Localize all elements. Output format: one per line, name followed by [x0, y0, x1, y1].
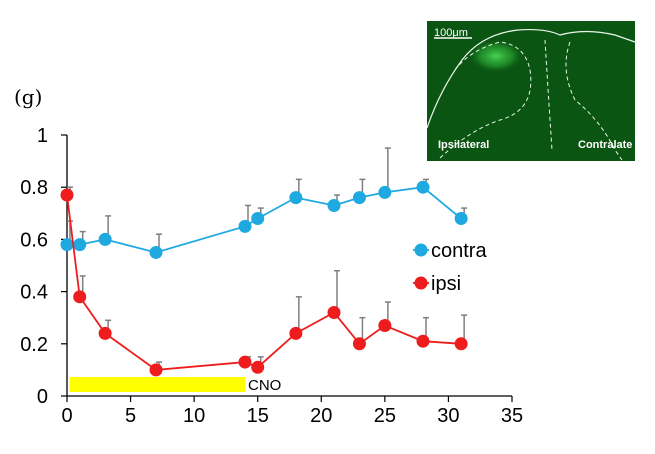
- series-ipsi: [60, 186, 468, 377]
- ipsi-point: [98, 326, 112, 340]
- y-tick-label: 0.2: [20, 334, 48, 356]
- legend-label: ipsi: [431, 273, 461, 295]
- axis-ticks: 0 5 10 15 20 25 30 35 0 0.2 0.4 0.6 0.8 1: [20, 125, 523, 427]
- x-tick-label: 5: [125, 405, 136, 427]
- contra-point: [289, 191, 303, 205]
- y-tick-label: 1: [37, 125, 48, 147]
- series-contra: [60, 147, 468, 259]
- cno-bar: [69, 377, 246, 392]
- contra-point: [60, 238, 74, 252]
- ipsi-point: [73, 290, 87, 304]
- ipsi-point: [60, 188, 74, 202]
- inset-background: [427, 21, 635, 161]
- inset-image: 100μm Ipsilateral Contralate: [426, 21, 636, 161]
- inset-outline: [426, 28, 636, 129]
- legend-marker: [414, 243, 428, 257]
- contra-point: [454, 212, 468, 226]
- cno-label: CNO: [248, 377, 281, 394]
- inset-right-label: Contralate: [578, 139, 632, 151]
- x-tick-label: 30: [437, 405, 459, 427]
- y-tick-label: 0.8: [20, 177, 48, 199]
- contra-point: [98, 232, 112, 246]
- x-tick-label: 35: [501, 405, 523, 427]
- inset-central-line: [544, 39, 553, 151]
- contra-point: [238, 219, 252, 233]
- inset-left-label: Ipsilateral: [438, 139, 489, 151]
- annotation-layer: CNO: [69, 377, 281, 394]
- legend: contra ipsi: [413, 240, 487, 295]
- x-tick-label: 15: [247, 405, 269, 427]
- inset-scale-label: 100μm: [434, 27, 468, 39]
- contra-point: [378, 185, 392, 199]
- x-tick-label: 10: [183, 405, 205, 427]
- y-tick-label: 0.4: [20, 282, 48, 304]
- inset-labeled-region: [468, 39, 524, 73]
- contra-point: [251, 212, 265, 226]
- ipsi-point: [149, 363, 163, 377]
- ipsi-point: [251, 360, 265, 374]
- contra-point: [327, 198, 341, 212]
- ipsi-point: [238, 355, 252, 369]
- legend-marker: [414, 276, 428, 290]
- ipsi-point: [352, 337, 366, 351]
- ipsi-point: [454, 337, 468, 351]
- y-tick-label: 0: [37, 386, 48, 408]
- series-layer: [60, 147, 468, 377]
- inset-gray-matter-left: [439, 41, 532, 159]
- ipsi-point: [327, 305, 341, 319]
- y-tick-label: 0.6: [20, 229, 48, 251]
- contra-point: [73, 238, 87, 252]
- x-tick-label: 25: [374, 405, 396, 427]
- ipsi-point: [416, 334, 430, 348]
- y-axis-unit-label: (g): [14, 85, 42, 109]
- ipsi-point: [378, 319, 392, 333]
- ipsi-line: [66, 194, 462, 371]
- x-tick-label: 20: [310, 405, 332, 427]
- ipsi-point: [289, 326, 303, 340]
- contra-point: [352, 191, 366, 205]
- contra-point: [416, 180, 430, 194]
- x-tick-label: 0: [61, 405, 72, 427]
- contra-point: [149, 245, 163, 259]
- legend-label: contra: [431, 240, 487, 262]
- inset-gray-matter-right: [565, 41, 623, 161]
